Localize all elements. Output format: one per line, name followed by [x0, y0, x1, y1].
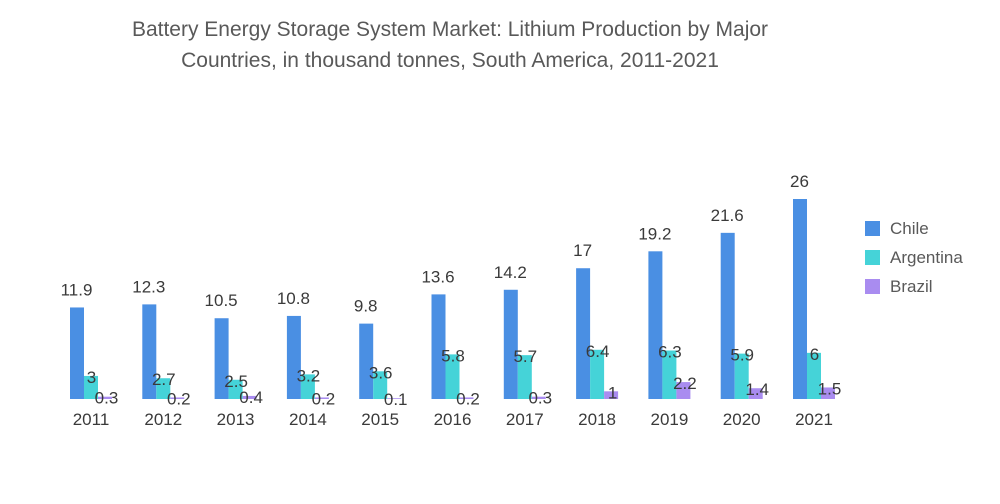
bar-argentina-2014	[300, 374, 315, 399]
data-label-argentina-2015: 3.6	[369, 363, 393, 382]
x-tick-2017: 2017	[506, 410, 544, 429]
data-label-argentina-2021: 6	[810, 345, 819, 364]
data-label-chile-2013: 10.5	[205, 291, 238, 310]
x-tick-2014: 2014	[289, 410, 327, 429]
bar-argentina-2015	[373, 371, 388, 399]
bar-chile-2018	[576, 268, 591, 399]
chart-title-line-1: Battery Energy Storage System Market: Li…	[131, 18, 769, 41]
data-label-brazil-2011: 0.3	[95, 389, 119, 408]
plot-area: 11.930.312.32.70.210.52.50.410.83.20.29.…	[61, 172, 842, 409]
data-label-brazil-2017: 0.3	[528, 389, 552, 408]
x-tick-2020: 2020	[723, 410, 761, 429]
bar-chile-2014	[286, 315, 301, 399]
bar-chile-2017	[503, 289, 518, 399]
bar-argentina-2021	[807, 352, 821, 399]
bar-chile-2019	[648, 251, 663, 399]
data-label-argentina-2012: 2.7	[152, 370, 176, 389]
data-label-brazil-2018: 1	[608, 383, 617, 402]
bar-brazil-2012	[170, 397, 185, 399]
bar-brazil-2018	[604, 391, 619, 399]
legend: Chile Argentina Brazil	[865, 219, 963, 296]
bar-brazil-2011	[98, 396, 112, 399]
data-label-chile-2015: 9.8	[354, 297, 378, 316]
bar-chile-2011	[70, 307, 84, 399]
bar-chile-2020	[720, 232, 735, 399]
data-label-brazil-2015: 0.1	[384, 390, 408, 409]
legend-swatch-chile	[865, 221, 880, 236]
bar-argentina-2018	[590, 349, 605, 399]
data-label-brazil-2016: 0.2	[456, 389, 480, 408]
data-label-brazil-2021: 1.5	[818, 379, 842, 398]
data-label-chile-2016: 13.6	[421, 267, 454, 286]
legend-swatch-brazil	[865, 279, 880, 294]
bar-brazil-2019	[676, 382, 691, 399]
legend-label-argentina: Argentina	[890, 248, 963, 267]
data-label-argentina-2017: 5.7	[513, 347, 537, 366]
bar-chile-2013	[214, 318, 229, 399]
legend-label-brazil: Brazil	[890, 277, 933, 296]
data-label-argentina-2014: 3.2	[297, 366, 321, 385]
bar-argentina-2013	[228, 379, 243, 399]
bar-brazil-2017	[531, 396, 546, 399]
x-tick-2011: 2011	[73, 410, 110, 429]
data-label-chile-2019: 19.2	[638, 224, 671, 243]
bar-argentina-2016	[445, 354, 460, 399]
x-axis: 2011 2012 2013 2014 2015 2016 2017 2018 2019 2020…	[73, 410, 833, 429]
bar-brazil-2013	[242, 395, 257, 399]
data-label-argentina-2011: 3	[87, 368, 96, 387]
legend-swatch-argentina	[865, 250, 880, 265]
data-label-argentina-2018: 6.4	[586, 342, 610, 361]
data-label-chile-2018: 17	[573, 241, 592, 260]
bar-argentina-2012	[156, 378, 171, 399]
bar-brazil-2015	[387, 398, 402, 399]
data-label-chile-2020: 21.6	[711, 206, 744, 225]
bar-brazil-2014	[314, 397, 329, 399]
bar-brazil-2016	[459, 397, 474, 399]
data-label-brazil-2012: 0.2	[167, 389, 191, 408]
data-label-chile-2011: 11.9	[61, 280, 93, 299]
bar-brazil-2020	[748, 388, 763, 399]
chart-title-line-2: Countries, in thousand tonnes, South Ame…	[181, 49, 719, 72]
data-label-chile-2012: 12.3	[132, 277, 165, 296]
data-label-brazil-2014: 0.2	[312, 389, 336, 408]
bar-argentina-2017	[517, 355, 532, 399]
data-label-chile-2014: 10.8	[277, 289, 310, 308]
x-tick-2018: 2018	[578, 410, 616, 429]
data-label-chile-2021: 26	[790, 172, 809, 191]
data-label-argentina-2016: 5.8	[441, 346, 465, 365]
x-tick-2013: 2013	[217, 410, 255, 429]
chart-title: Battery Energy Storage System Market: Li…	[0, 14, 900, 76]
bar-chile-2021	[793, 199, 807, 399]
bar-chile-2015	[359, 323, 374, 399]
bar-argentina-2019	[662, 350, 677, 399]
legend-label-chile: Chile	[890, 219, 929, 238]
bar-chile-2012	[142, 304, 157, 399]
x-tick-2016: 2016	[434, 410, 472, 429]
data-label-brazil-2019: 2.2	[673, 374, 697, 393]
data-label-chile-2017: 14.2	[494, 263, 527, 282]
bar-argentina-2011	[84, 375, 98, 399]
x-tick-2021: 2021	[795, 410, 833, 429]
data-label-brazil-2013: 0.4	[239, 388, 263, 407]
data-label-argentina-2020: 5.9	[730, 346, 754, 365]
bar-brazil-2021	[821, 387, 835, 399]
x-tick-2015: 2015	[361, 410, 399, 429]
x-tick-2019: 2019	[650, 410, 688, 429]
bar-chile-2016	[431, 294, 446, 399]
bar-argentina-2020	[734, 353, 749, 399]
data-label-argentina-2019: 6.3	[658, 343, 682, 362]
data-label-argentina-2013: 2.5	[224, 372, 248, 391]
x-tick-2012: 2012	[144, 410, 182, 429]
data-label-brazil-2020: 1.4	[745, 380, 769, 399]
